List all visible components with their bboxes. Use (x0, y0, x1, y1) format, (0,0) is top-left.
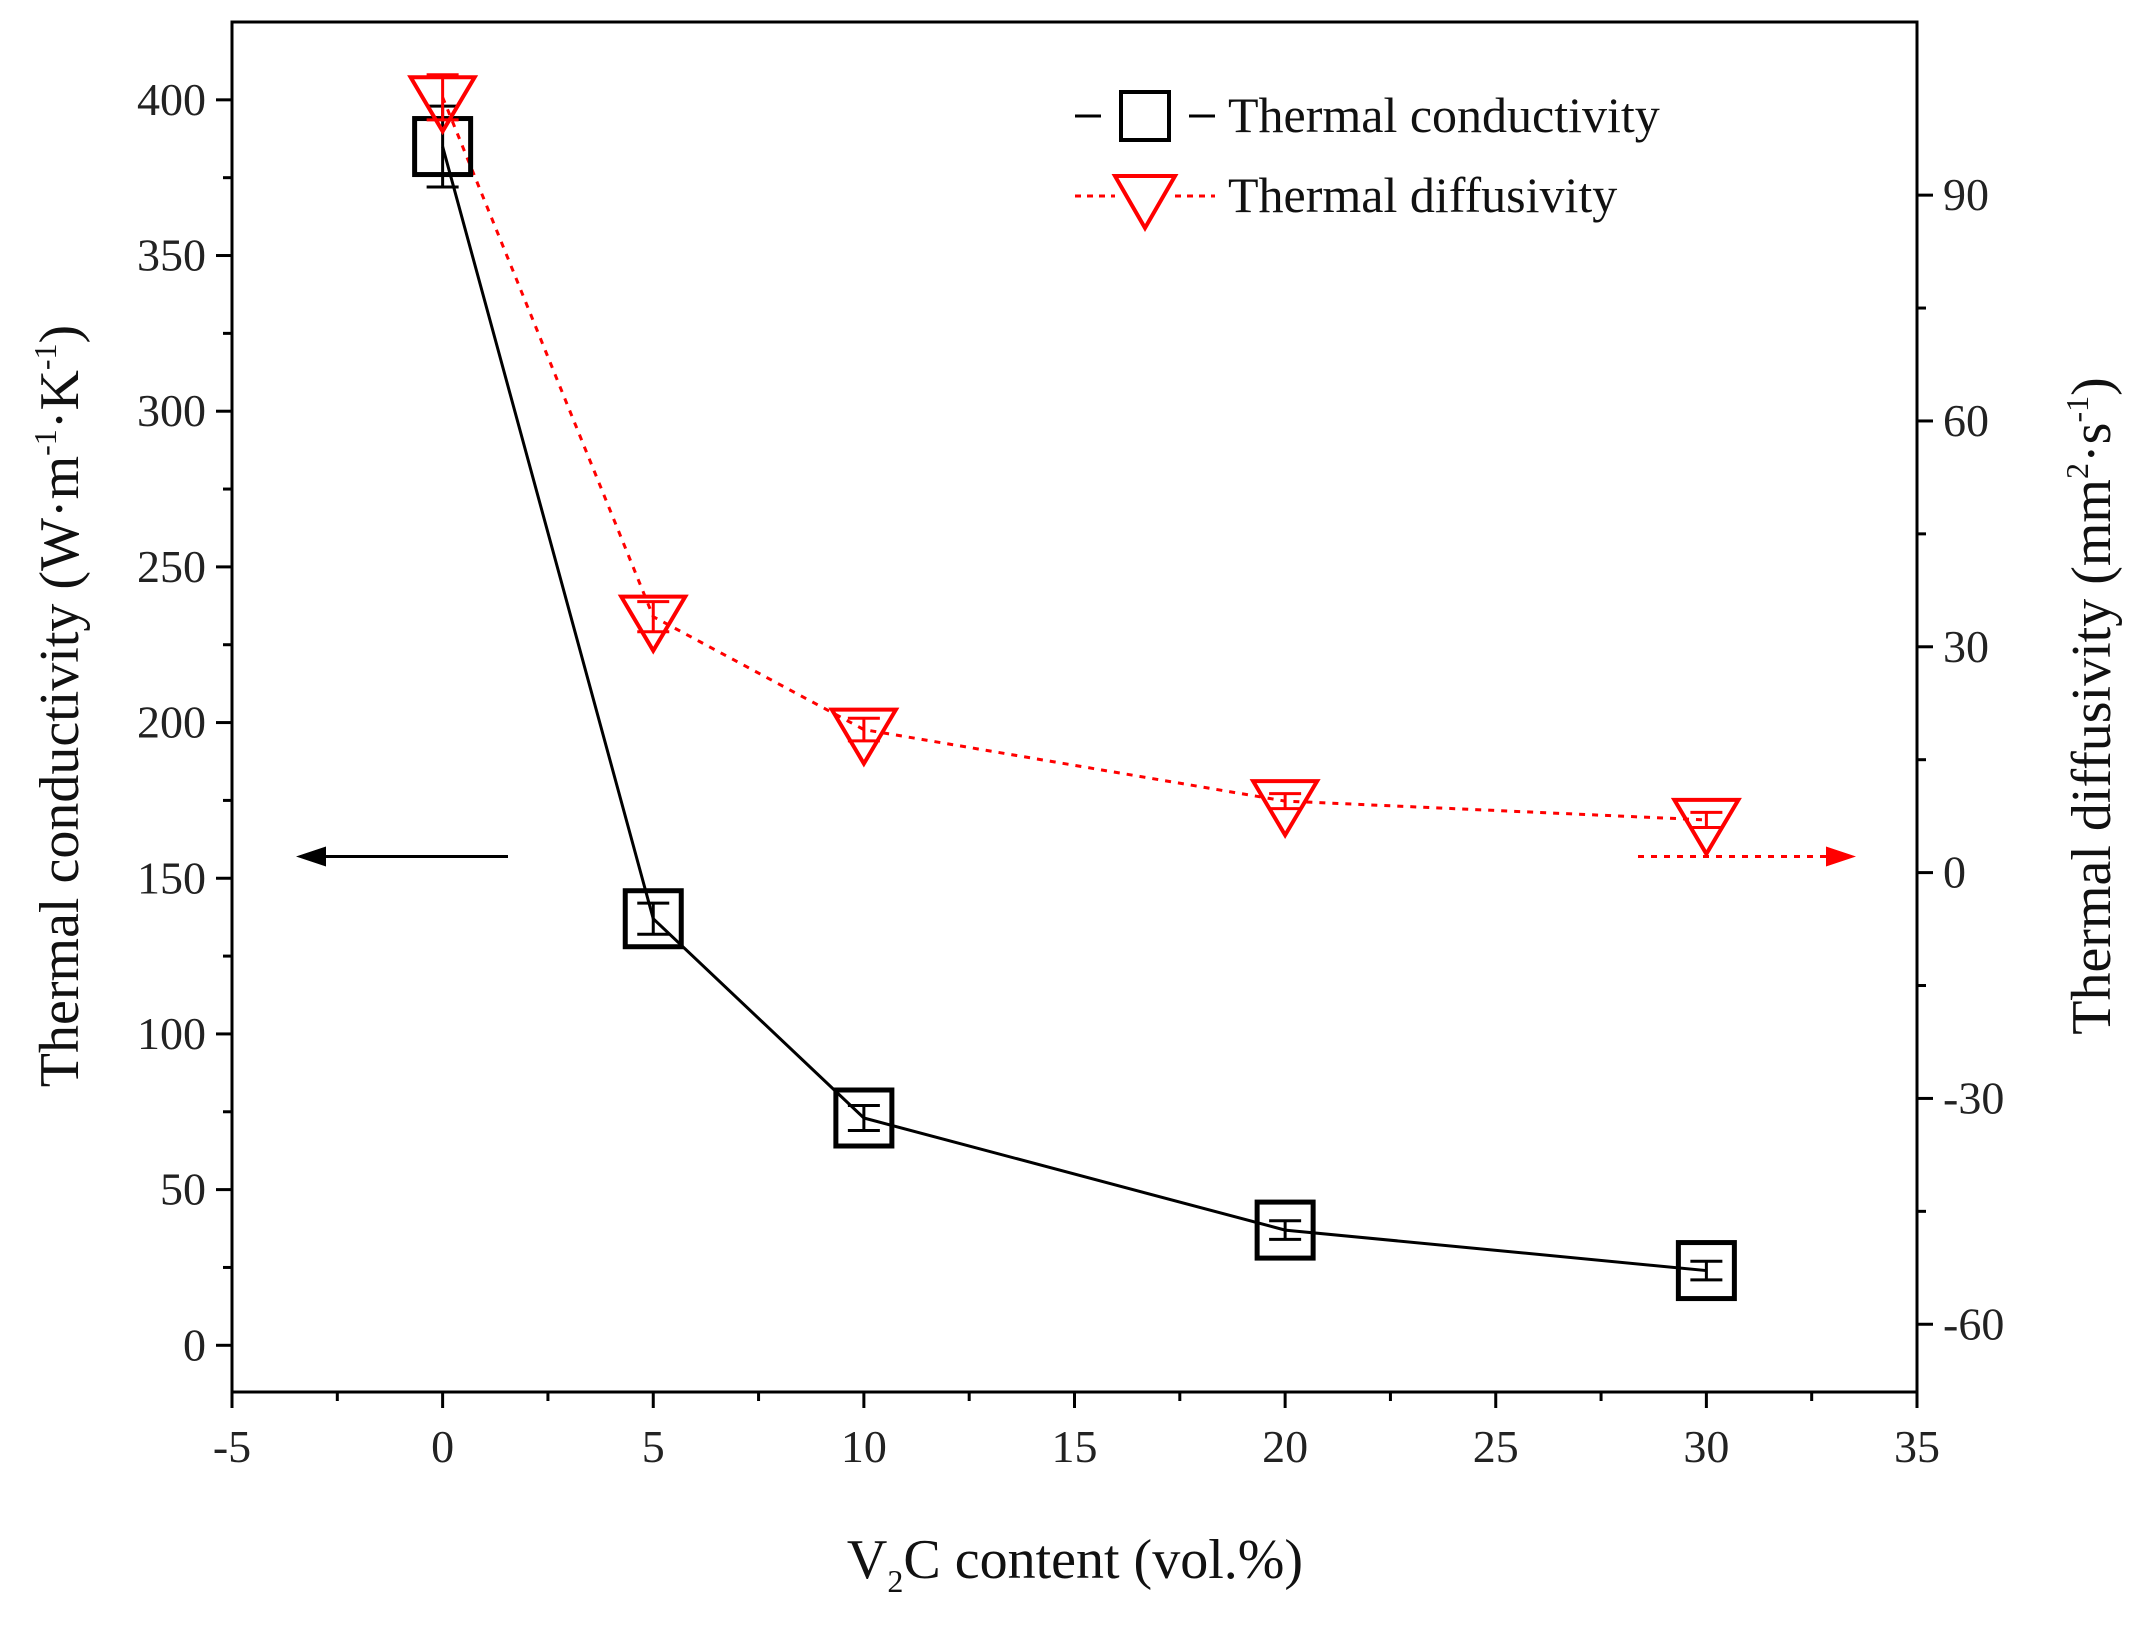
y-right-tick-label: 60 (1943, 395, 1989, 446)
data-point-triangle (1670, 797, 1742, 858)
y-left-tick-label: 100 (137, 1008, 206, 1059)
x-tick-label: 15 (1052, 1421, 1098, 1472)
data-point-square (412, 116, 474, 178)
x-tick-label: 30 (1683, 1421, 1729, 1472)
y-left-tick-label: 200 (137, 697, 206, 748)
markers (407, 73, 1742, 1302)
ticks: -5 0 5 10 15 20 25 30 35050100150200250300350400… (137, 74, 2004, 1472)
legend-label-diffusivity: Thermal diffusivity (1228, 167, 1617, 223)
series-line-1 (441, 96, 1707, 822)
y-right-tick-label: 0 (1943, 847, 1966, 898)
data-point-square (1675, 1240, 1737, 1302)
arrow-left-head (296, 846, 326, 867)
y-left-tick-label: 150 (137, 852, 206, 903)
arrow-right-head (1826, 846, 1856, 867)
x-tick-label: 10 (841, 1421, 887, 1472)
data-point-square (833, 1087, 895, 1149)
x-tick-label: 20 (1262, 1421, 1308, 1472)
x-tick-label: 0 (431, 1421, 454, 1472)
annotations (296, 846, 1856, 867)
y-right-tick-label: -30 (1943, 1072, 2004, 1123)
legend-label-conductivity: Thermal conductivity (1228, 87, 1660, 143)
legend: Thermal conductivity Thermal diffusivity (1075, 87, 1660, 233)
data-point-triangle (1249, 779, 1321, 840)
data-point-square (622, 888, 684, 950)
y-right-axis-title: Thermal diffusivity (mm2·s-1) (2059, 377, 2123, 1035)
y-left-tick-label: 400 (137, 74, 206, 125)
x-tick-label: -5 (213, 1421, 251, 1472)
y-right-tick-label: 90 (1943, 169, 1989, 220)
y-right-tick-label: -60 (1943, 1298, 2004, 1349)
x-tick-label: 5 (642, 1421, 665, 1472)
data-point-square (1254, 1199, 1316, 1261)
data-point-triangle (828, 707, 900, 768)
legend-marker-triangle (1111, 174, 1179, 233)
y-left-axis-title: Thermal conductivity (W·m-1·K-1) (27, 325, 91, 1087)
x-tick-label: 25 (1473, 1421, 1519, 1472)
x-tick-label: 35 (1894, 1421, 1940, 1472)
y-left-tick-label: 0 (183, 1319, 206, 1370)
data-point-triangle (617, 594, 689, 655)
y-left-tick-label: 50 (160, 1164, 206, 1215)
y-left-tick-label: 350 (137, 230, 206, 281)
data-point-triangle (407, 75, 479, 136)
y-right-tick-label: 30 (1943, 621, 1989, 672)
y-left-tick-label: 250 (137, 541, 206, 592)
series-lines (441, 96, 1707, 1273)
x-axis-title: V2C content (vol.%) (847, 1529, 1303, 1599)
series-line-0 (441, 146, 1707, 1273)
y-left-tick-label: 300 (137, 385, 206, 436)
legend-marker-square (1119, 90, 1171, 142)
plot-frame (230, 20, 1919, 1394)
